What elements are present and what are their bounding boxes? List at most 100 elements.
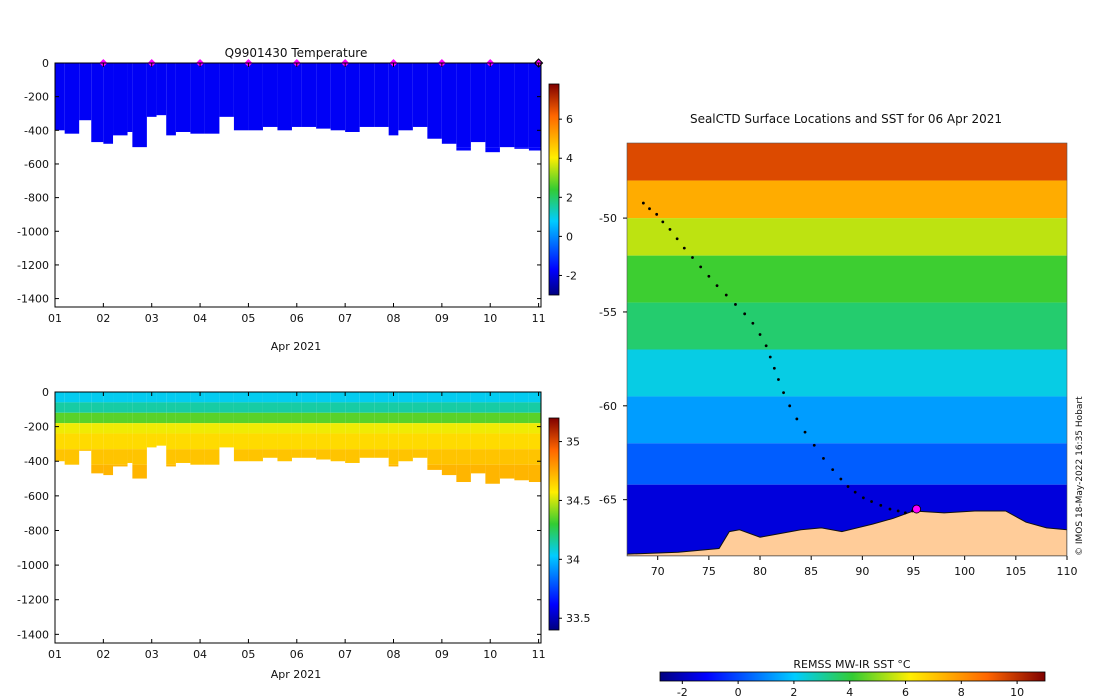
section-cell [499, 433, 515, 450]
track-point [743, 312, 747, 316]
section-cell [485, 402, 500, 413]
section-cell [262, 449, 278, 458]
section-cell [175, 392, 191, 403]
section-cell [330, 449, 346, 462]
section-cell [175, 433, 191, 450]
section-cell [427, 392, 442, 403]
map-x-tick-label: 105 [1005, 565, 1026, 578]
section-cell [91, 392, 104, 403]
salinity-x-ticks: 01 02 03 04 05 06 07 08 09 10 11 [48, 392, 546, 661]
map-colorbar-tick-label: 4 [846, 686, 853, 699]
section-cell [456, 423, 471, 434]
track-point [682, 246, 686, 250]
section-cell [441, 464, 457, 476]
section-cell [470, 423, 486, 434]
section-cell [64, 433, 80, 450]
track-point [839, 477, 843, 481]
y-tick-label: -1200 [17, 594, 49, 607]
section-cell [345, 63, 360, 132]
section-cell [113, 423, 128, 434]
seal-track [641, 201, 918, 515]
section-cell [277, 449, 292, 462]
section-cell [166, 449, 176, 465]
section-cell [55, 392, 65, 403]
track-point [896, 509, 900, 513]
section-cell [113, 412, 128, 424]
section-cell [79, 412, 92, 424]
map-plot-frame [626, 142, 1068, 557]
section-cell [262, 392, 278, 403]
y-tick-label: -1200 [17, 259, 49, 272]
section-cell [262, 433, 278, 450]
map-colorbar-tick-label: 8 [958, 686, 965, 699]
x-tick-label: 08 [387, 648, 401, 661]
section-cell [55, 433, 65, 450]
section-cell [113, 433, 128, 450]
section-cell [388, 63, 399, 136]
x-tick-label: 05 [241, 312, 255, 325]
section-cell [291, 433, 302, 450]
section-cell [91, 412, 104, 424]
track-point [715, 284, 719, 288]
section-cell [204, 392, 220, 403]
section-cell [132, 412, 147, 424]
section-cell [301, 63, 317, 127]
section-cell [146, 433, 157, 448]
section-cell [103, 449, 114, 465]
section-cell [345, 423, 360, 434]
section-cell [64, 449, 80, 465]
track-point [812, 443, 816, 447]
x-tick-label: 02 [96, 312, 110, 325]
section-cell [291, 412, 302, 424]
section-cell [219, 392, 234, 403]
section-cell [470, 464, 486, 474]
section-cell [316, 449, 331, 460]
map-colorbar-label: REMSS MW-IR SST °C [793, 658, 911, 671]
section-cell [499, 392, 515, 403]
map-colorbar-tick-label: 10 [1010, 686, 1024, 699]
section-cell [441, 402, 457, 413]
map-x-tick-label: 75 [702, 565, 716, 578]
section-cell [359, 423, 375, 434]
x-tick-label: 10 [483, 648, 497, 661]
section-cell [204, 402, 220, 413]
track-point [724, 293, 728, 297]
section-cell [103, 392, 114, 403]
section-cell [156, 412, 167, 424]
section-cell [528, 464, 541, 483]
section-cell [132, 464, 147, 479]
section-cell [156, 402, 167, 413]
section-cell [485, 412, 500, 424]
section-cell [398, 449, 413, 462]
section-cell [374, 63, 389, 127]
section-cell [248, 402, 263, 413]
x-tick-label: 01 [48, 312, 62, 325]
map-x-tick-label: 95 [907, 565, 921, 578]
map-x-tick-label: 85 [804, 565, 818, 578]
section-cell [412, 433, 428, 450]
section-cell [330, 402, 346, 413]
section-cell [485, 392, 500, 403]
section-cell [277, 412, 292, 424]
section-cell [132, 433, 147, 450]
temperature-title: Q9901430 Temperature [225, 46, 368, 60]
section-cell [359, 392, 375, 403]
section-cell [219, 433, 234, 448]
section-cell [316, 412, 331, 424]
section-cell [398, 412, 413, 424]
section-cell [441, 423, 457, 434]
section-cell [248, 423, 263, 434]
section-cell [470, 63, 486, 143]
section-cell [441, 412, 457, 424]
section-cell [330, 392, 346, 403]
section-cell [291, 423, 302, 434]
section-cell [291, 402, 302, 413]
sst-band [627, 143, 1067, 181]
section-cell [79, 449, 92, 451]
track-point [822, 456, 825, 460]
section-cell [156, 63, 167, 116]
track-point [803, 430, 807, 434]
track-point [768, 355, 772, 359]
track-point [788, 404, 792, 408]
